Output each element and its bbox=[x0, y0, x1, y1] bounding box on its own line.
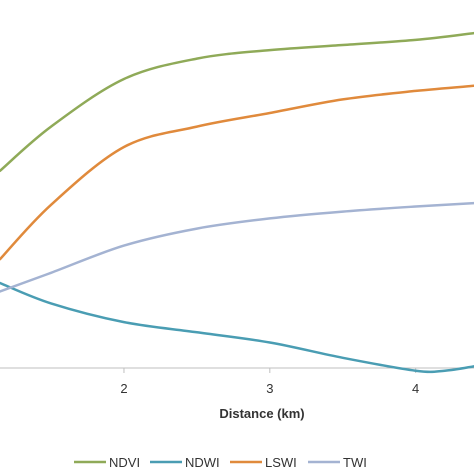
series-line-ndwi bbox=[0, 281, 474, 374]
series-line-twi bbox=[0, 201, 474, 293]
legend-label-ndwi: NDWI bbox=[185, 455, 220, 470]
x-ticks: 2 3 4 bbox=[120, 368, 419, 396]
series-line-lswi bbox=[0, 84, 474, 261]
x-tick-label: 4 bbox=[412, 381, 419, 396]
legend-label-lswi: LSWI bbox=[265, 455, 297, 470]
x-tick-label: 3 bbox=[266, 381, 273, 396]
x-tick-label: 2 bbox=[120, 381, 127, 396]
legend: NDVI NDWI LSWI TWI bbox=[74, 455, 367, 470]
legend-label-twi: TWI bbox=[343, 455, 367, 470]
plot-area bbox=[0, 31, 474, 374]
legend-label-ndvi: NDVI bbox=[109, 455, 140, 470]
series-line-ndvi bbox=[0, 31, 474, 173]
x-axis-title: Distance (km) bbox=[219, 406, 304, 421]
